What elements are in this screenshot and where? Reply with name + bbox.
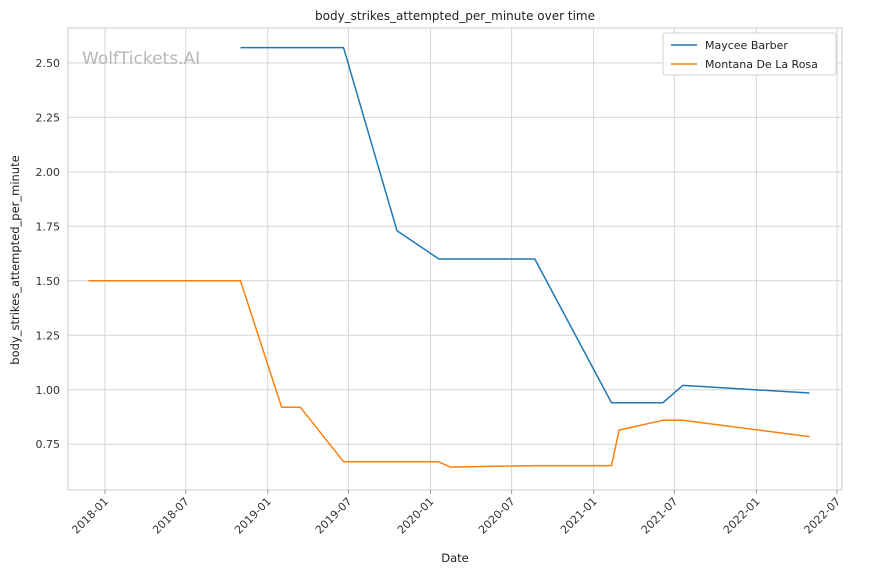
x-tick-labels: 2018-01 2018-07 2019-01 2019-07 2020-01 2020-…	[69, 495, 843, 537]
y-tick-label: 2.50	[36, 57, 61, 70]
y-tick-labels: 0.75 1.00 1.25 1.50 1.75 2.00 2.25 2.50	[36, 57, 61, 451]
series-line-montana-de-la-rosa	[88, 280, 810, 468]
legend: Maycee Barber Montana De La Rosa	[662, 32, 837, 76]
x-tick-label: 2018-01	[69, 495, 111, 537]
watermark-text: WolfTickets.AI	[82, 49, 200, 69]
series-layer	[88, 46, 810, 468]
x-tick-label: 2019-01	[232, 495, 274, 537]
x-tick-label: 2022-01	[721, 495, 763, 537]
x-gridlines	[104, 28, 838, 494]
y-tick-label: 1.50	[36, 275, 61, 288]
x-tick-label: 2018-07	[150, 495, 192, 537]
y-tick-label: 1.75	[36, 220, 61, 233]
y-tick-label: 2.00	[36, 166, 61, 179]
x-axis-title: Date	[441, 551, 469, 565]
x-tick-label: 2020-07	[476, 495, 518, 537]
series-line-maycee-barber	[240, 46, 810, 404]
y-tick-label: 1.00	[36, 384, 61, 397]
chart-title: body_strikes_attempted_per_minute over t…	[315, 9, 595, 23]
x-tick-label: 2022-07	[802, 495, 844, 537]
y-tick-label: 1.25	[36, 329, 61, 342]
y-tick-label: 2.25	[36, 111, 61, 124]
legend-label-montana-de-la-rosa: Montana De La Rosa	[705, 58, 818, 71]
x-tick-label: 2020-01	[395, 495, 437, 537]
x-tick-label: 2021-07	[639, 495, 681, 537]
y-tick-label: 0.75	[36, 438, 61, 451]
legend-label-maycee-barber: Maycee Barber	[705, 39, 788, 52]
legend-box	[662, 32, 837, 76]
x-tick-label: 2021-01	[558, 495, 600, 537]
x-tick-label: 2019-07	[313, 495, 355, 537]
y-axis-title: body_strikes_attempted_per_minute	[8, 155, 22, 364]
